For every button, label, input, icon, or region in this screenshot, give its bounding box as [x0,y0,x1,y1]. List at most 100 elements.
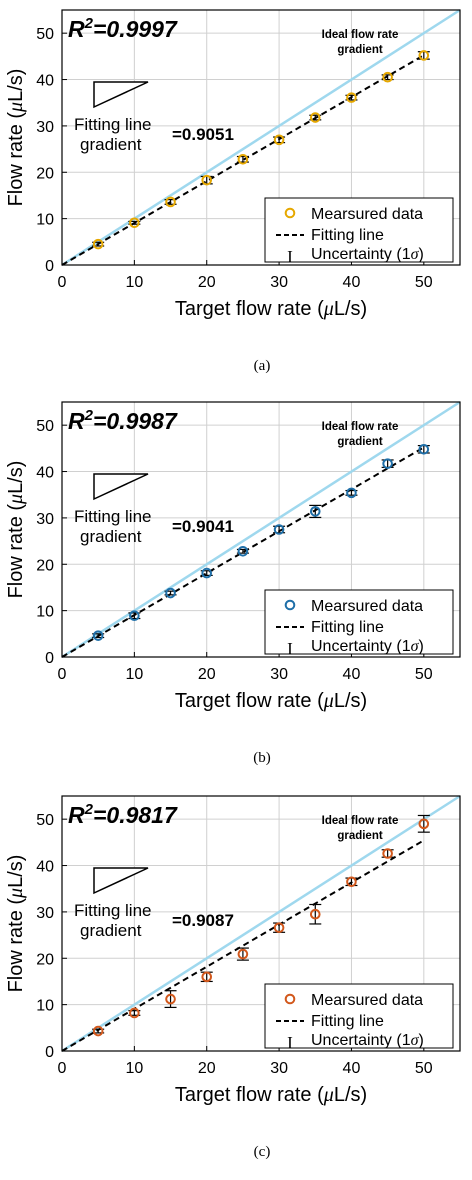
y-tick-label: 20 [36,951,54,968]
data-point [273,524,285,535]
x-tick-label: 20 [198,1060,216,1077]
y-tick-label: 10 [36,998,54,1015]
y-tick-label: 20 [36,557,54,574]
legend: I Mearsured data Fitting line Uncertainty (… [264,589,454,658]
data-point [309,506,321,517]
y-tick-label: 0 [45,650,54,667]
data-point [201,174,213,186]
data-point [237,948,249,960]
x-tick-label: 50 [415,666,433,683]
r-squared-superscript: 2 [84,407,94,424]
y-tick-label: 40 [36,859,54,876]
x-tick-label: 10 [125,1060,143,1077]
ideal-gradient-label-line2: gradient [337,44,383,56]
r-squared-superscript: 2 [84,801,94,818]
fitting-gradient-label-line2: gradient [80,527,142,546]
data-point [165,196,176,208]
y-axis-label-text: Flow rate ( [5,504,27,599]
slope-triangle-icon [93,81,149,109]
data-point [129,1007,140,1019]
data-point [165,993,176,1005]
x-tick-label: 30 [270,274,288,291]
r-squared-symbol: R [68,802,85,828]
legend-uncertainty-close: ) [418,638,423,655]
legend-uncertainty-symbol: I [287,639,293,658]
y-tick-label: 40 [36,73,54,90]
r-squared-superscript: 2 [84,15,94,32]
x-axis-label-unit: L/s) [334,298,367,320]
ideal-gradient-label-line2: gradient [337,436,383,448]
x-tick-label: 10 [125,274,143,291]
fitting-gradient-label-line1: Fitting line [74,507,151,526]
data-point [273,922,285,933]
x-tick-label: 40 [343,1060,361,1077]
x-tick-label: 10 [125,666,143,683]
fitting-gradient-label-line1: Fitting line [74,901,151,920]
data-point [201,567,213,579]
data-point [382,458,393,469]
data-point [129,217,140,229]
subfigure-label: (b) [253,750,271,766]
x-axis-label: Target flow rate (μL/s) [175,1084,367,1106]
data-point [418,818,430,830]
legend-uncertainty-text: Uncertainty (1 [311,638,411,655]
subfigure-label: (c) [254,1144,271,1160]
legend-uncertainty-text: Uncertainty (1 [311,1032,411,1049]
x-axis-label-mu: μ [323,690,334,712]
fitting-gradient-value: =0.9051 [172,125,234,144]
legend-uncertainty-close: ) [418,246,423,263]
y-tick-label: 10 [36,212,54,229]
legend-uncertainty-text: Uncertainty (1 [311,246,411,263]
ideal-line [61,400,461,659]
y-axis-label-text: Flow rate ( [5,898,27,993]
x-tick-label: 0 [58,274,67,291]
x-tick-label: 0 [58,1060,67,1077]
axes-frame [61,9,461,266]
legend-label-uncertainty: Uncertainty (1σ) [311,1032,424,1049]
x-tick-label: 50 [415,274,433,291]
x-tick-label: 50 [415,1060,433,1077]
data-point [382,848,393,859]
fitting-gradient-value: =0.9087 [172,911,234,930]
x-axis-label-mu: μ [323,298,334,320]
fitting-gradient-value: =0.9041 [172,517,234,536]
y-tick-label: 40 [36,465,54,482]
x-axis-label: Target flow rate (μL/s) [175,690,367,712]
legend-box [264,589,454,655]
legend-uncertainty-close: ) [418,1032,423,1049]
y-axis-label-unit: L/s) [5,69,27,102]
x-tick-label: 30 [270,1060,288,1077]
r-squared-label: R2=0.9987 [68,407,178,434]
x-axis-label-mu: μ [323,1084,334,1106]
chart-svg-c: 0 10 20 30 40 50 0 10 20 30 40 50 Target flow rate (… [5,794,461,1160]
chart-svg-a: 0 10 20 30 40 50 0 10 20 30 40 50 Target flow rate (… [5,8,461,374]
y-axis-label-mu: μ [5,888,27,899]
legend-label-measured: Mearsured data [311,992,423,1009]
chart-panel-a: 0 10 20 30 40 50 0 10 20 30 40 50 Target flow rate (… [0,0,472,390]
data-point [346,92,357,103]
y-axis-label-unit: L/s) [5,855,27,888]
ideal-line [61,8,461,267]
data-point [92,630,104,641]
x-tick-label: 40 [343,666,361,683]
y-tick-label: 10 [36,604,54,621]
y-tick-label: 30 [36,905,54,922]
axes-frame [61,401,461,658]
y-tick-label: 30 [36,511,54,528]
data-point [346,876,357,888]
legend-uncertainty-symbol: I [287,1033,293,1052]
r-squared-symbol: R [68,16,85,42]
data-point [129,610,140,622]
data-point [418,443,430,455]
x-tick-label: 30 [270,666,288,683]
ideal-gradient-label-line1: Ideal flow rate [322,815,399,827]
y-tick-label: 0 [45,1044,54,1061]
y-axis-label-text: Flow rate ( [5,112,27,207]
legend: I Mearsured data Fitting line Uncertainty (… [264,197,454,266]
x-axis-label-unit: L/s) [334,690,367,712]
data-point [382,71,393,83]
legend-uncertainty-sigma: σ [411,1032,420,1049]
y-axis-label: Flow rate (μL/s) [5,69,27,207]
data-point [237,545,249,557]
y-tick-label: 50 [36,812,54,829]
